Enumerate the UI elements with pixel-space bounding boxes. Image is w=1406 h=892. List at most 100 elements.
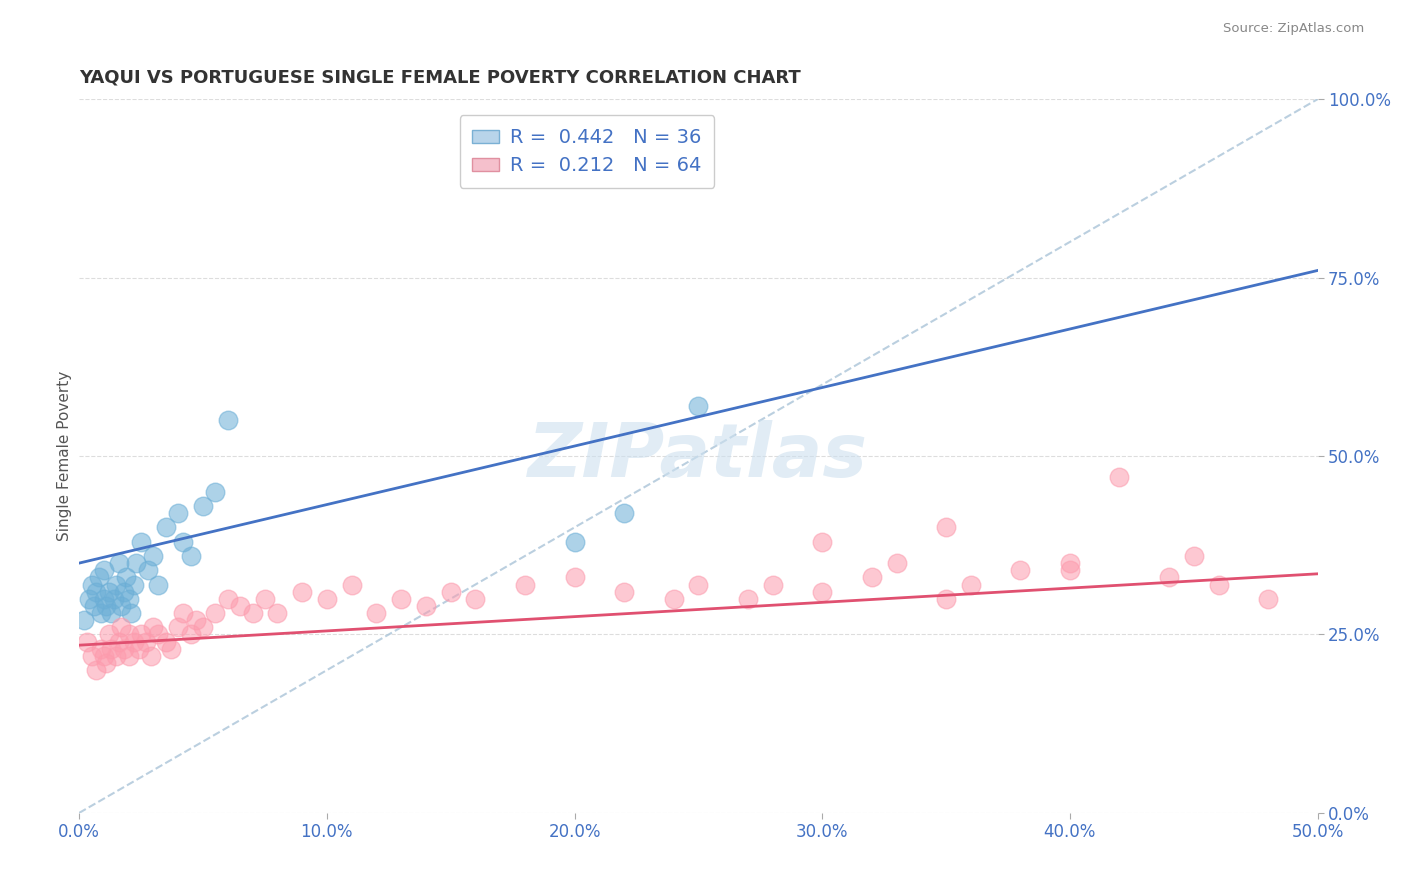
Point [613, 506, 636, 520]
Point [86, 663, 108, 677]
Point [662, 591, 685, 606]
Point [860, 570, 883, 584]
Point [191, 499, 214, 513]
Point [959, 577, 981, 591]
Point [340, 577, 363, 591]
Point [155, 634, 177, 648]
Legend: R =  0.442   N = 36, R =  0.212   N = 64: R = 0.442 N = 36, R = 0.212 N = 64 [460, 115, 714, 187]
Point [204, 606, 226, 620]
Point [97, 584, 120, 599]
Point [93, 563, 115, 577]
Point [90, 606, 112, 620]
Point [253, 591, 276, 606]
Point [389, 591, 412, 606]
Point [80, 648, 103, 663]
Point [122, 577, 145, 591]
Point [73, 613, 96, 627]
Point [180, 627, 202, 641]
Point [96, 599, 118, 613]
Point [1059, 563, 1081, 577]
Point [688, 399, 710, 413]
Point [118, 591, 141, 606]
Point [172, 534, 194, 549]
Point [87, 570, 110, 584]
Point [125, 556, 148, 570]
Text: ZIPatlas: ZIPatlas [529, 419, 869, 492]
Point [83, 599, 105, 613]
Point [142, 549, 165, 563]
Point [184, 613, 207, 627]
Point [120, 606, 142, 620]
Point [129, 534, 152, 549]
Y-axis label: Single Female Poverty: Single Female Poverty [58, 371, 72, 541]
Point [155, 520, 177, 534]
Point [90, 641, 112, 656]
Point [1010, 563, 1032, 577]
Point [135, 634, 157, 648]
Point [118, 648, 141, 663]
Point [266, 606, 288, 620]
Point [217, 591, 239, 606]
Point [110, 620, 132, 634]
Point [180, 549, 202, 563]
Point [415, 599, 437, 613]
Point [935, 520, 957, 534]
Point [159, 641, 181, 656]
Point [112, 584, 135, 599]
Point [100, 641, 122, 656]
Point [737, 591, 759, 606]
Point [191, 620, 214, 634]
Point [93, 591, 115, 606]
Point [172, 606, 194, 620]
Point [229, 599, 252, 613]
Point [613, 584, 636, 599]
Point [564, 570, 586, 584]
Point [762, 577, 785, 591]
Point [688, 577, 710, 591]
Point [128, 641, 150, 656]
Point [1059, 556, 1081, 570]
Point [142, 620, 165, 634]
Point [77, 591, 100, 606]
Point [97, 627, 120, 641]
Point [107, 556, 129, 570]
Point [100, 606, 122, 620]
Point [86, 584, 108, 599]
Text: YAQUI VS PORTUGUESE SINGLE FEMALE POVERTY CORRELATION CHART: YAQUI VS PORTUGUESE SINGLE FEMALE POVERT… [79, 69, 801, 87]
Text: Source: ZipAtlas.com: Source: ZipAtlas.com [1223, 22, 1364, 36]
Point [242, 606, 264, 620]
Point [112, 641, 135, 656]
Point [366, 606, 388, 620]
Point [80, 577, 103, 591]
Point [811, 584, 834, 599]
Point [139, 648, 162, 663]
Point [1208, 577, 1230, 591]
Point [811, 534, 834, 549]
Point [138, 563, 160, 577]
Point [107, 634, 129, 648]
Point [167, 506, 190, 520]
Point [1108, 470, 1130, 484]
Point [315, 591, 337, 606]
Point [110, 599, 132, 613]
Point [105, 577, 128, 591]
Point [1182, 549, 1205, 563]
Point [122, 634, 145, 648]
Point [148, 577, 170, 591]
Point [886, 556, 908, 570]
Point [1257, 591, 1279, 606]
Point [129, 627, 152, 641]
Point [93, 648, 115, 663]
Point [935, 591, 957, 606]
Point [217, 413, 239, 427]
Point [204, 484, 226, 499]
Point [105, 648, 128, 663]
Point [464, 591, 486, 606]
Point [513, 577, 536, 591]
Point [148, 627, 170, 641]
Point [103, 591, 125, 606]
Point [115, 570, 138, 584]
Point [96, 656, 118, 670]
Point [1157, 570, 1180, 584]
Point [118, 627, 141, 641]
